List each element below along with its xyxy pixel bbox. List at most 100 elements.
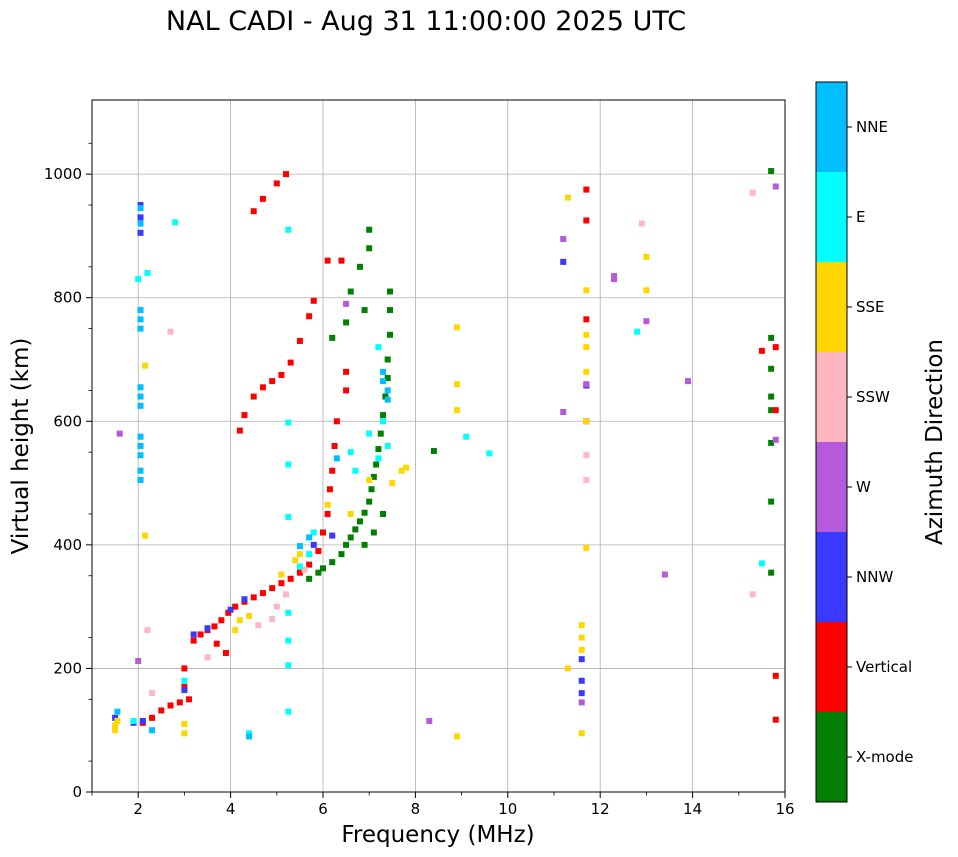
data-point-vertical: [269, 585, 276, 592]
data-point-e: [366, 430, 373, 437]
colorbar-label: SSE: [856, 298, 885, 316]
y-tick-label: 600: [53, 412, 82, 430]
data-point-nne: [137, 433, 144, 440]
data-point-x-mode: [347, 288, 354, 295]
data-point-sse: [236, 617, 243, 624]
data-point-sse: [398, 467, 405, 474]
data-point-nne: [296, 543, 303, 550]
x-tick-label: 16: [775, 800, 794, 818]
data-point-sse: [114, 717, 121, 724]
data-point-nne: [114, 708, 121, 715]
x-tick-label: 6: [318, 800, 328, 818]
data-point-x-mode: [343, 541, 350, 548]
data-point-sse: [366, 476, 373, 483]
data-point-ssw: [144, 627, 151, 634]
data-point-x-mode: [373, 461, 380, 468]
data-point-sse: [181, 721, 188, 728]
data-point-sse: [181, 730, 188, 737]
data-point-x-mode: [361, 541, 368, 548]
plot-frame: [91, 99, 786, 793]
data-point-x-mode: [768, 334, 775, 341]
data-point-vertical: [259, 384, 266, 391]
data-point-w: [116, 430, 123, 437]
data-point-nnw: [139, 717, 146, 724]
data-point-e: [130, 717, 137, 724]
data-point-vertical: [273, 180, 280, 187]
data-point-vertical: [343, 387, 350, 394]
data-point-vertical: [211, 623, 218, 630]
data-point-vertical: [315, 548, 322, 555]
data-point-nne: [384, 387, 391, 394]
data-point-x-mode: [377, 430, 384, 437]
data-point-vertical: [758, 347, 765, 354]
data-point-nne: [380, 378, 387, 385]
data-point-w: [611, 273, 618, 280]
data-point-sse: [142, 532, 149, 539]
data-point-nne: [246, 733, 253, 740]
data-point-nnw: [204, 625, 211, 632]
data-point-ssw: [269, 616, 276, 622]
data-point-e: [135, 276, 142, 283]
data-point-vertical: [176, 699, 183, 706]
data-point-w: [135, 658, 142, 665]
data-point-nne: [384, 396, 391, 403]
x-tick-label: 8: [411, 800, 421, 818]
data-point-sse: [583, 331, 590, 338]
colorbar-segment: [816, 82, 847, 172]
data-point-sse: [232, 627, 239, 634]
data-point-vertical: [278, 580, 285, 587]
y-tick-label: 400: [53, 536, 82, 554]
data-point-sse: [453, 381, 460, 388]
data-point-e: [463, 433, 470, 440]
data-point-x-mode: [386, 307, 393, 314]
data-point-vertical: [343, 368, 350, 375]
data-point-x-mode: [386, 288, 393, 295]
data-point-x-mode: [382, 393, 389, 400]
data-point-vertical: [250, 393, 257, 400]
x-tick-label: 4: [226, 800, 236, 818]
data-point-x-mode: [768, 439, 775, 446]
data-point-e: [285, 461, 292, 468]
data-point-ssw: [583, 452, 590, 459]
data-point-x-mode: [386, 331, 393, 338]
data-point-x-mode: [352, 526, 359, 533]
data-point-x-mode: [366, 498, 373, 505]
data-point-nnw: [112, 714, 119, 721]
data-point-x-mode: [380, 510, 387, 517]
data-point-e: [172, 219, 179, 226]
data-point-sse: [403, 464, 410, 471]
data-point-nne: [137, 205, 144, 212]
colorbar-label: W: [856, 478, 871, 496]
x-axis-label: Frequency (MHz): [341, 822, 534, 848]
data-point-vertical: [225, 609, 232, 616]
data-point-nnw: [137, 229, 144, 236]
axis-ticks: 2 4 6 8 10 12 14 16 0 200 400 600 800 1000: [44, 142, 795, 818]
data-point-sse: [578, 646, 585, 653]
colorbar-segment: [816, 622, 847, 712]
data-point-sse: [142, 362, 149, 369]
data-point-nnw: [137, 202, 144, 209]
data-point-vertical: [320, 529, 326, 536]
data-point-sse: [643, 287, 650, 294]
data-point-sse: [583, 418, 590, 425]
data-point-w: [578, 699, 585, 706]
data-point-e: [144, 270, 151, 276]
data-point-e: [285, 609, 292, 616]
data-point-nnw: [578, 656, 585, 663]
data-point-sse: [453, 733, 460, 740]
data-point-nne: [137, 467, 144, 474]
data-point-sse: [583, 287, 590, 294]
data-point-nne: [137, 443, 144, 449]
data-point-nne: [380, 368, 387, 375]
data-point-nnw: [241, 596, 248, 603]
data-point-x-mode: [768, 393, 775, 400]
y-tick-label: 1000: [44, 165, 82, 183]
data-point-vertical: [310, 297, 317, 304]
colorbar-label: NNW: [856, 568, 893, 586]
data-point-sse: [583, 368, 590, 375]
data-point-nnw: [329, 532, 336, 539]
data-point-vertical: [186, 696, 193, 703]
data-point-vertical: [583, 316, 590, 323]
data-point-vertical: [772, 716, 779, 723]
data-point-x-mode: [343, 319, 350, 326]
